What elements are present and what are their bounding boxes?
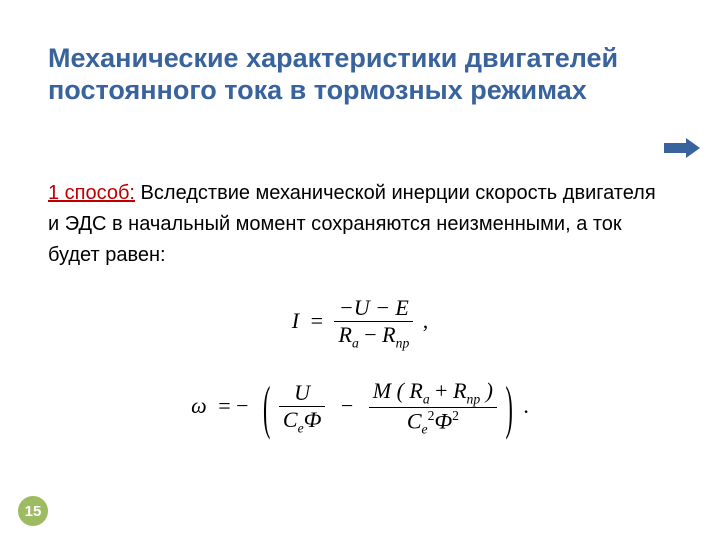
f2-t1-num: U	[279, 380, 325, 406]
f1-den: Rа − Rnp	[334, 321, 413, 351]
f1-num: −U − E	[334, 295, 413, 321]
f2-eq: = −	[212, 393, 254, 418]
body-rest: Вследствие механической инерции скорость…	[48, 182, 656, 266]
arrow-shape	[664, 140, 700, 156]
f1-fraction: −U − E Rа − Rnp	[334, 295, 413, 351]
f2-term2: M ( Rа + Rnp ) Ce2Ф2	[369, 378, 497, 438]
f1-eq: =	[305, 308, 329, 333]
formula-omega: ω = − ( U CeФ − M ( Rа + Rnp ) Ce2Ф2 ) .	[0, 378, 720, 438]
body-paragraph: 1 способ: Вследствие механической инерци…	[48, 178, 668, 271]
formula-current: I = −U − E Rа − Rnp ,	[0, 295, 720, 351]
page-number-circle: 15	[18, 496, 48, 526]
page-number-text: 15	[25, 503, 42, 520]
method-label: 1 способ:	[48, 182, 135, 204]
f2-minus: −	[331, 393, 363, 418]
slide: Механические характеристики двигателей п…	[0, 0, 720, 540]
slide-title: Механические характеристики двигателей п…	[48, 42, 668, 107]
f2-tail: .	[521, 393, 529, 418]
f1-tail: ,	[419, 308, 429, 333]
f2-t1-den: CeФ	[279, 406, 325, 436]
page-number: 15	[18, 496, 48, 526]
next-arrow-icon[interactable]	[664, 140, 700, 161]
f2-t2-den: Ce2Ф2	[369, 407, 497, 438]
f2-t2-num: M ( Rа + Rnp )	[369, 378, 497, 407]
f1-var: I	[292, 308, 299, 333]
f2-var: ω	[191, 393, 207, 418]
f2-term1: U CeФ	[279, 380, 325, 436]
